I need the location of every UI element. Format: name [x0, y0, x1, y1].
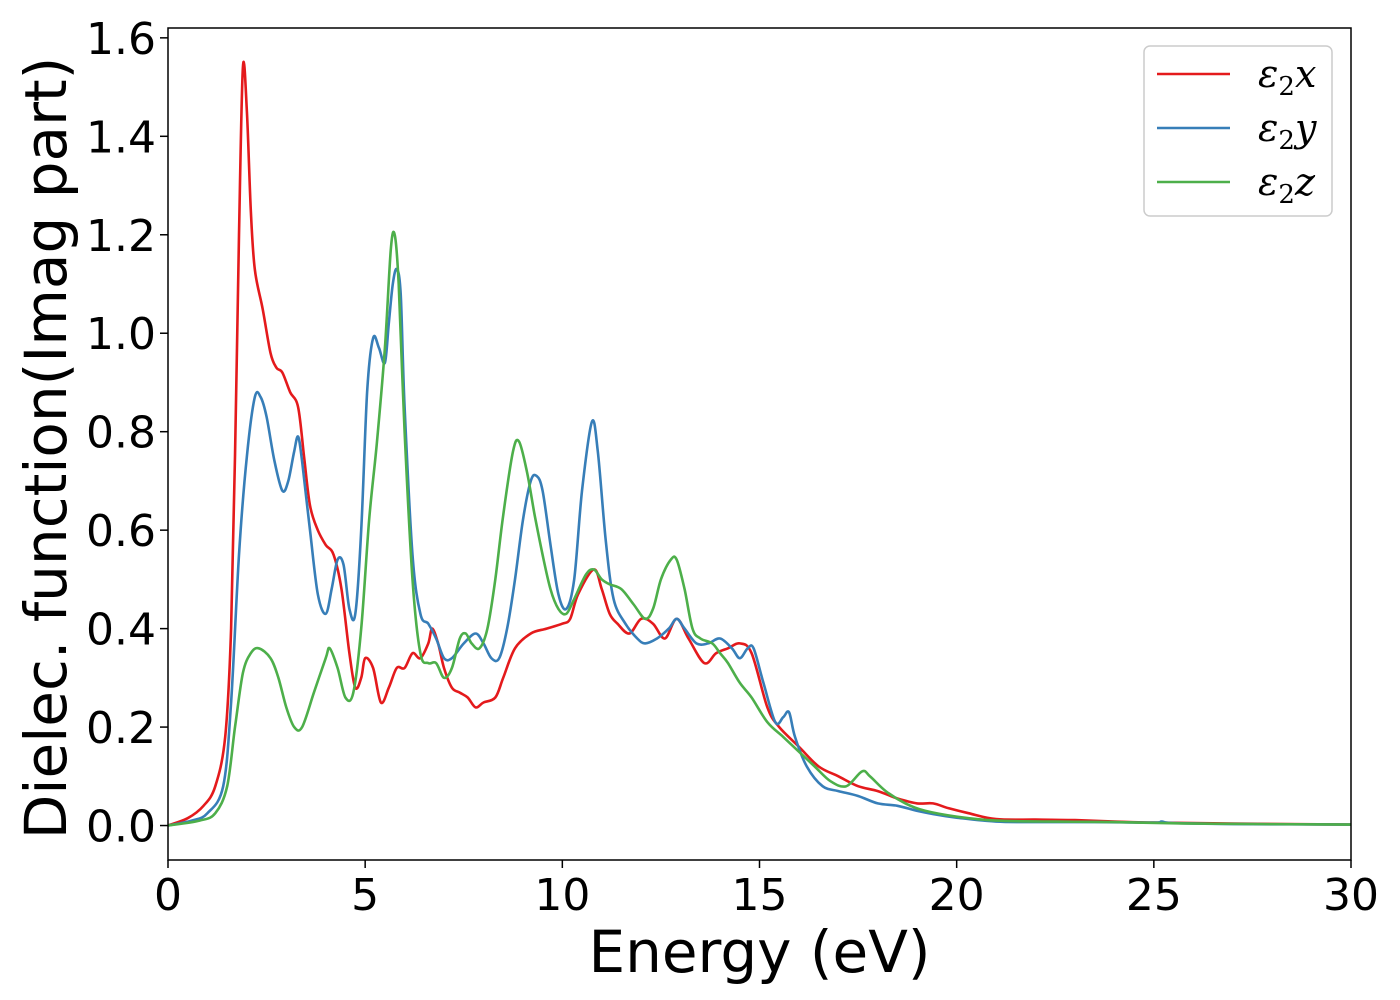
series-line-z [167, 230, 1352, 827]
y-tick-label: 0.4 [86, 605, 156, 656]
legend-item-z: ε2z [1157, 160, 1316, 210]
legend-label: ε2y [1258, 106, 1317, 156]
y-tick-label: 1.6 [86, 14, 156, 65]
y-tick-label: 0.8 [86, 408, 156, 459]
x-tick-label: 25 [1126, 870, 1182, 921]
y-axis-label: Dielec. function(Imag part) [12, 57, 80, 840]
y-axis: 0.0 0.2 0.4 0.6 0.8 1.0 1.2 1.4 1.6 [86, 14, 168, 853]
x-tick-label: 10 [534, 870, 590, 921]
legend-label: ε2x [1258, 52, 1316, 102]
legend-label: ε2z [1258, 160, 1316, 210]
x-tick-label: 5 [351, 870, 379, 921]
y-tick-label: 1.4 [86, 112, 156, 163]
y-tick-label: 0.6 [86, 506, 156, 557]
legend-item-y: ε2y [1157, 106, 1317, 156]
y-tick-label: 0.2 [86, 703, 156, 754]
x-tick-label: 30 [1323, 870, 1379, 921]
series-line-y [167, 267, 1352, 827]
x-axis-label: Energy (eV) [588, 918, 930, 986]
x-axis: 0 5 10 15 20 25 30 [154, 860, 1379, 921]
x-tick-label: 0 [154, 870, 182, 921]
series-layer [167, 60, 1352, 827]
legend-item-x: ε2x [1157, 52, 1316, 102]
x-tick-label: 15 [732, 870, 788, 921]
y-tick-label: 1.0 [86, 309, 156, 360]
legend-box [1143, 45, 1333, 217]
x-tick-label: 20 [929, 870, 985, 921]
series-line-x [167, 60, 1352, 827]
y-tick-label: 1.2 [86, 211, 156, 262]
y-tick-label: 0.0 [86, 802, 156, 853]
